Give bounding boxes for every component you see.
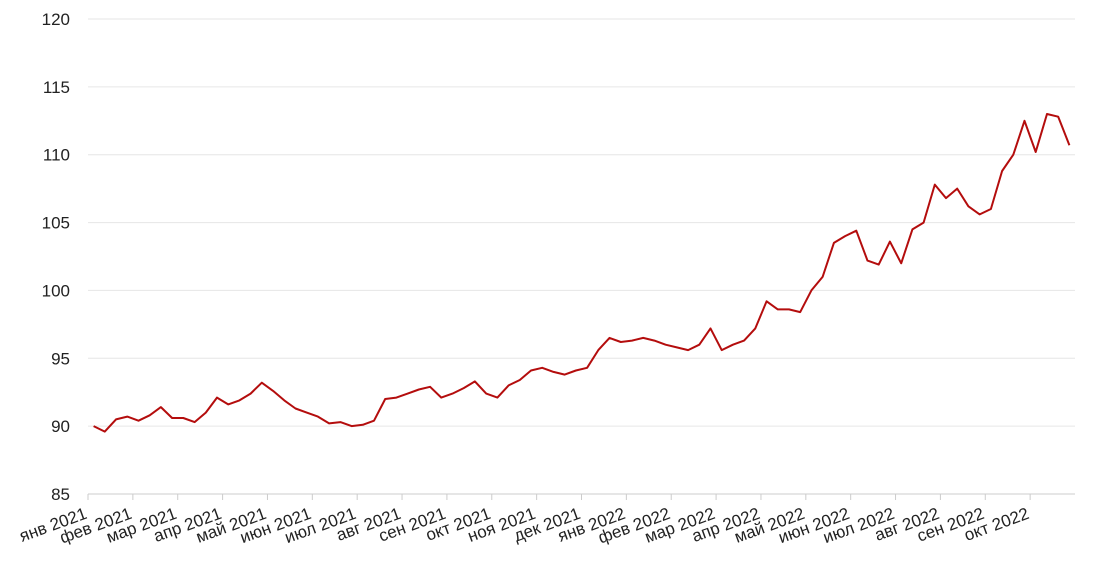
y-tick-label: 115 [43,78,70,97]
y-tick-label: 120 [42,10,70,29]
y-tick-label: 90 [51,417,70,436]
y-tick-label: 100 [42,281,70,300]
y-tick-label: 110 [43,146,70,165]
y-tick-label: 105 [42,214,70,233]
line-series [93,113,1071,433]
y-tick-label: 85 [51,485,70,504]
y-tick-label: 95 [51,349,70,368]
